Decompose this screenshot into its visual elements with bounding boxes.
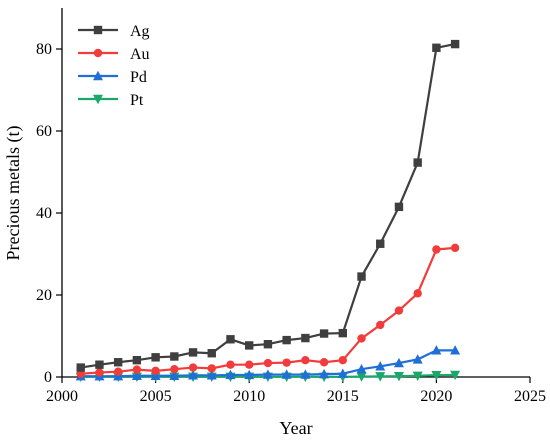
data-point-pd xyxy=(169,370,180,380)
series-ag xyxy=(76,39,460,372)
data-point-au xyxy=(132,365,142,374)
data-point-ag xyxy=(338,328,347,338)
y-axis-title: Precious metals (t) xyxy=(3,126,24,261)
data-point-ag xyxy=(245,341,254,350)
data-point-au xyxy=(245,360,254,369)
data-point-ag xyxy=(207,349,216,358)
series-au xyxy=(76,243,460,378)
data-point-ag xyxy=(170,352,179,361)
data-point-ag xyxy=(301,333,310,343)
data-point-au xyxy=(263,358,273,368)
data-point-ag xyxy=(413,158,422,167)
data-point-au xyxy=(432,245,441,254)
x-tick-label: 2000 xyxy=(46,388,78,405)
legend-item-au: Au xyxy=(78,46,150,63)
data-point-pd xyxy=(225,369,236,380)
data-point-ag xyxy=(263,340,273,349)
x-tick-label: 2010 xyxy=(233,388,265,405)
data-point-ag xyxy=(132,355,142,365)
data-point-au xyxy=(170,365,179,374)
data-point-pd xyxy=(337,368,348,378)
data-point-pd xyxy=(206,370,217,380)
data-point-au xyxy=(376,320,385,330)
legend-label: Pd xyxy=(130,69,147,86)
data-point-pt xyxy=(393,371,404,382)
legend-label: Au xyxy=(130,46,150,63)
data-point-ag xyxy=(188,348,198,357)
data-point-pt xyxy=(375,372,386,382)
data-point-pt xyxy=(450,370,461,381)
data-point-pd xyxy=(300,369,311,379)
series-pd xyxy=(75,345,461,381)
data-point-au xyxy=(301,355,310,365)
x-tick-label: 2025 xyxy=(514,388,546,405)
data-point-pd xyxy=(150,370,161,380)
data-point-pd xyxy=(412,354,423,364)
y-tick-label: 20 xyxy=(36,287,52,304)
data-point-ag xyxy=(113,358,123,367)
legend-marker-ag xyxy=(93,25,103,35)
legend-label: Pt xyxy=(130,92,144,109)
data-point-ag xyxy=(319,329,329,338)
data-point-au xyxy=(357,334,366,343)
data-point-pd xyxy=(431,345,442,355)
data-point-au xyxy=(226,360,235,369)
y-tick-label: 80 xyxy=(36,41,52,58)
y-tick-label: 40 xyxy=(36,205,52,222)
data-point-ag xyxy=(95,360,104,369)
data-point-ag xyxy=(376,239,385,248)
data-point-pd xyxy=(356,364,367,374)
data-point-au xyxy=(338,355,347,365)
x-axis-title: Year xyxy=(279,418,312,438)
data-point-au xyxy=(394,306,404,315)
data-point-pd xyxy=(450,345,461,355)
data-point-pd xyxy=(375,361,386,371)
y-tick-label: 0 xyxy=(44,369,52,386)
data-point-au xyxy=(207,364,216,373)
data-point-ag xyxy=(76,363,85,372)
legend-marker-pd xyxy=(93,70,103,81)
data-point-pt xyxy=(356,372,367,382)
data-point-au xyxy=(319,358,329,367)
data-point-au xyxy=(95,368,104,377)
legend-item-pt: Pt xyxy=(78,92,144,109)
data-point-au xyxy=(450,243,460,253)
data-point-pd xyxy=(319,368,330,379)
y-ticks: 0 20 40 60 80 xyxy=(36,41,62,386)
data-point-ag xyxy=(151,353,160,362)
data-point-ag xyxy=(357,272,366,281)
data-point-pt xyxy=(412,371,423,381)
data-point-pd xyxy=(188,370,199,380)
y-tick-label: 60 xyxy=(36,123,52,140)
x-tick-label: 2015 xyxy=(327,388,359,405)
x-ticks: 2000 2005 2010 2015 2020 2025 xyxy=(46,377,546,405)
data-point-au xyxy=(282,358,291,367)
data-point-pd xyxy=(131,370,142,380)
data-point-au xyxy=(188,363,198,372)
axes xyxy=(61,8,530,378)
x-tick-label: 2005 xyxy=(140,388,172,405)
legend-label: Ag xyxy=(130,23,150,40)
series-layer xyxy=(75,39,461,382)
data-point-ag xyxy=(432,43,441,52)
data-point-pd xyxy=(281,369,292,379)
data-point-ag xyxy=(226,335,235,344)
legend-item-ag: Ag xyxy=(78,23,150,40)
legend-marker-au xyxy=(93,48,103,58)
data-point-ag xyxy=(282,335,291,345)
data-point-ag xyxy=(450,39,460,49)
data-point-pd xyxy=(244,369,255,380)
legend-marker-pt xyxy=(93,94,103,105)
data-point-pd xyxy=(393,357,404,368)
legend-item-pd: Pd xyxy=(78,69,147,86)
data-point-pt xyxy=(431,370,442,381)
data-point-pd xyxy=(262,369,273,379)
data-point-au xyxy=(151,366,160,376)
data-point-au xyxy=(113,367,123,376)
x-tick-label: 2020 xyxy=(420,388,452,405)
data-point-au xyxy=(413,289,422,298)
legend: Ag Au Pd Pt xyxy=(78,23,150,109)
data-point-ag xyxy=(394,202,404,212)
